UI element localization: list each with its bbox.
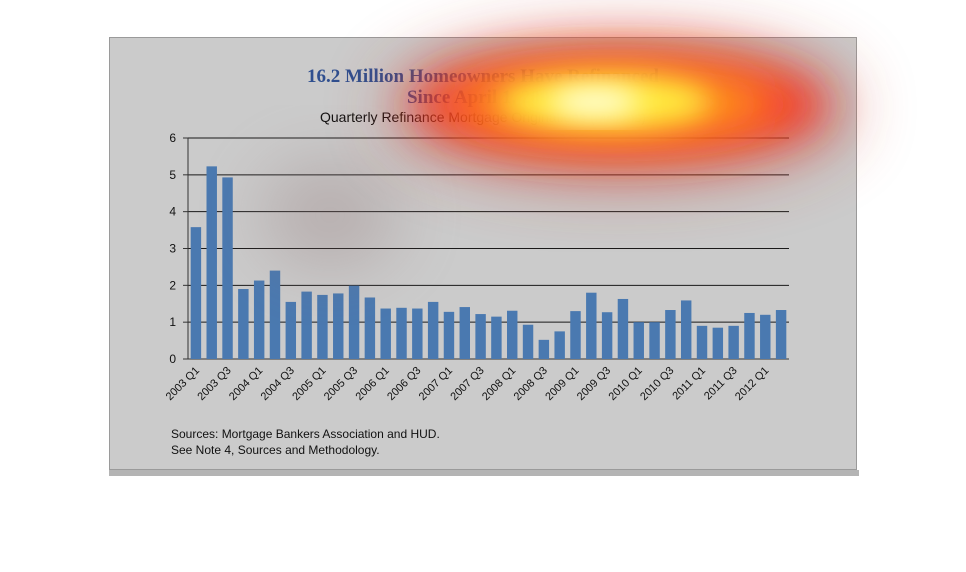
- y-tick-label: 0: [169, 352, 176, 366]
- bar: [253, 280, 265, 359]
- y-tick-label: 6: [169, 131, 176, 145]
- bar: [665, 310, 676, 359]
- bar: [696, 325, 708, 359]
- sources-note: Sources: Mortgage Bankers Association an…: [171, 426, 440, 458]
- bar: [649, 322, 660, 359]
- y-tick-label: 2: [169, 278, 176, 292]
- x-tick-label: 2004 Q1: [227, 365, 265, 403]
- bar: [222, 177, 233, 359]
- x-tick-label: 2005 Q3: [322, 365, 360, 403]
- x-tick-label: 2008 Q1: [480, 365, 518, 403]
- x-tick-label: 2005 Q1: [290, 365, 328, 403]
- x-tick-label: 2008 Q3: [512, 365, 550, 403]
- sources-line-2: See Note 4, Sources and Methodology.: [171, 443, 380, 457]
- x-tick-label: 2011 Q1: [670, 365, 708, 403]
- bar: [443, 311, 455, 359]
- bar: [728, 325, 739, 359]
- bar: [238, 289, 249, 359]
- bar: [269, 270, 281, 359]
- bar: [427, 301, 439, 359]
- x-tick-label: 2006 Q3: [385, 365, 423, 403]
- x-tick-label: 2007 Q3: [448, 365, 486, 403]
- bar: [586, 292, 597, 359]
- bar: [712, 327, 724, 359]
- y-tick-label: 4: [169, 205, 176, 219]
- bar: [633, 322, 644, 359]
- x-tick-label: 2010 Q3: [638, 365, 676, 403]
- y-tick-label: 5: [169, 168, 176, 182]
- bar: [206, 166, 217, 359]
- y-tick-label: 1: [169, 315, 176, 329]
- bar: [396, 307, 407, 359]
- x-tick-label: 2003 Q1: [164, 365, 202, 403]
- x-tick-label: 2007 Q1: [417, 365, 455, 403]
- bar: [680, 300, 692, 359]
- bar: [617, 298, 629, 359]
- bar: [507, 310, 518, 359]
- x-tick-label: 2009 Q1: [543, 365, 581, 403]
- bar: [775, 310, 787, 359]
- bar: [333, 293, 344, 359]
- y-tick-label: 3: [169, 242, 176, 256]
- bar: [317, 294, 328, 359]
- bar: [301, 291, 312, 359]
- bar: [570, 311, 581, 359]
- bar: [522, 324, 534, 359]
- bar: [554, 331, 565, 359]
- bar: [285, 301, 297, 359]
- bar: [412, 308, 423, 359]
- x-tick-label: 2009 Q3: [575, 365, 613, 403]
- x-tick-label: 2012 Q1: [733, 365, 771, 403]
- bar: [491, 316, 502, 359]
- bar: [348, 285, 360, 359]
- x-tick-label: 2004 Q3: [259, 365, 297, 403]
- bar: [459, 307, 470, 359]
- bar: [380, 308, 391, 359]
- bar: [190, 227, 202, 359]
- bar: [601, 312, 613, 359]
- x-tick-label: 2010 Q1: [607, 365, 645, 403]
- bar: [744, 312, 755, 359]
- chart-panel: 16.2 Million Homeowners Have Refinanced …: [109, 37, 857, 470]
- x-tick-label: 2006 Q1: [353, 365, 391, 403]
- panel-shadow: [109, 470, 859, 476]
- bar: [538, 339, 550, 359]
- bar: [760, 314, 771, 359]
- sources-line-1: Sources: Mortgage Bankers Association an…: [171, 427, 440, 441]
- bar: [364, 297, 376, 359]
- x-tick-label: 2003 Q3: [195, 365, 233, 403]
- bar: [475, 314, 486, 359]
